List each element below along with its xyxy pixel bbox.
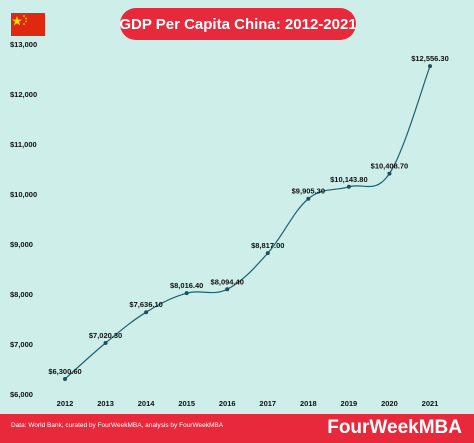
x-tick-label: 2012	[57, 399, 74, 408]
data-label: $12,556.30	[411, 54, 449, 63]
series-line	[64, 65, 431, 380]
data-point	[306, 196, 311, 201]
footer-bar: Data: World Bank, curated by FourWeekMBA…	[0, 414, 474, 443]
data-point	[428, 64, 432, 69]
data-label: $10,143.80	[330, 175, 368, 184]
data-points	[63, 64, 432, 381]
china-flag-icon	[11, 13, 45, 36]
x-axis: 2012 2013 2014 2015 2016 2017 2018 2019 2020 2021	[57, 399, 439, 408]
data-point	[103, 340, 108, 345]
x-tick-label: 2017	[259, 399, 276, 408]
data-label: $7,020.30	[89, 331, 122, 340]
data-label: $8,016.40	[170, 281, 203, 290]
data-label: $8,817.00	[251, 241, 284, 250]
data-label: $8,094.40	[211, 277, 244, 286]
y-tick-label: $11,000	[10, 140, 37, 149]
x-tick-label: 2015	[178, 399, 195, 408]
x-tick-label: 2014	[138, 399, 156, 408]
y-tick-label: $8,000	[10, 290, 33, 299]
x-tick-label: 2018	[300, 399, 317, 408]
data-point	[63, 376, 67, 381]
flag-stars	[12, 15, 27, 26]
y-tick-label: $12,000	[10, 90, 37, 99]
data-point	[265, 251, 270, 256]
x-tick-label: 2021	[422, 399, 439, 408]
data-labels: $6,300.60 $7,020.30 $7,636.10 $8,016.40 $8,0…	[48, 54, 448, 376]
y-tick-label: $13,000	[10, 40, 37, 49]
data-point	[346, 184, 351, 189]
y-tick-label: $7,000	[10, 340, 33, 349]
brand-logo: FourWeekMBA	[327, 417, 462, 438]
data-point	[225, 287, 230, 292]
data-point	[144, 310, 149, 315]
source-note: Data: World Bank, curated by FourWeekMBA…	[11, 422, 224, 429]
y-tick-label: $10,000	[10, 190, 37, 199]
y-axis: $6,000 $7,000 $8,000 $9,000 $10,000 $11,000 $1…	[10, 40, 37, 399]
data-label: $10,408.70	[371, 162, 409, 171]
x-tick-label: 2013	[97, 399, 114, 408]
x-tick-label: 2019	[341, 399, 358, 408]
y-tick-label: $9,000	[10, 240, 33, 249]
chart-title: GDP Per Capita China: 2012-2021	[119, 8, 357, 40]
x-tick-label: 2016	[219, 399, 236, 408]
data-point	[387, 171, 392, 176]
data-label: $7,636.10	[129, 300, 162, 309]
data-point	[184, 291, 189, 296]
y-tick-label: $6,000	[10, 390, 33, 399]
x-tick-label: 2020	[381, 399, 398, 408]
line-chart: $6,000 $7,000 $8,000 $9,000 $10,000 $11,000 $1…	[10, 40, 449, 408]
data-label: $6,300.60	[48, 367, 81, 376]
data-label: $9,905.30	[292, 187, 325, 196]
